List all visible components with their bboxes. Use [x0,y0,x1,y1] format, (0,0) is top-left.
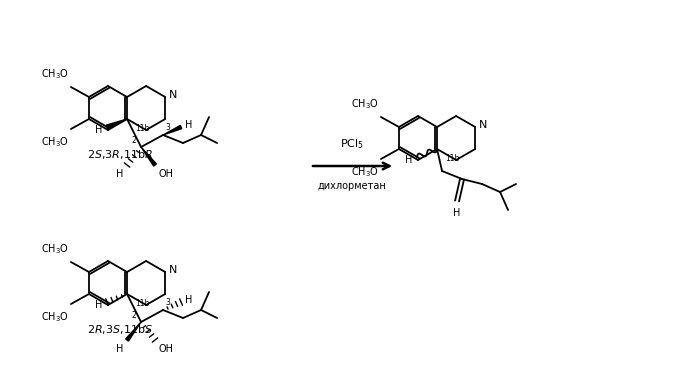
Text: H: H [95,125,102,135]
Text: 11b: 11b [135,299,149,308]
Text: 2: 2 [131,136,136,145]
Text: 2$R$,3$S$,11b$S$: 2$R$,3$S$,11b$S$ [87,323,153,336]
Text: CH$_3$O: CH$_3$O [41,242,69,256]
Text: OH: OH [158,344,173,354]
Text: OH: OH [158,169,173,179]
Polygon shape [126,322,141,341]
Text: N: N [169,265,177,275]
Text: 2$S$,3$R$,11b$R$: 2$S$,3$R$,11b$R$ [87,148,153,161]
Text: 3: 3 [165,298,170,307]
Text: 11b: 11b [135,124,149,133]
Text: PCl$_5$: PCl$_5$ [340,137,364,151]
Text: H: H [454,208,461,218]
Text: H: H [116,169,123,179]
Text: H: H [95,300,102,310]
Text: H: H [405,155,412,165]
Text: N: N [479,120,487,130]
Text: H: H [185,120,193,130]
Text: CH$_3$O: CH$_3$O [351,97,379,111]
Text: CH$_3$O: CH$_3$O [41,135,69,149]
Polygon shape [106,119,127,129]
Polygon shape [141,147,156,166]
Text: 3: 3 [165,123,170,132]
Text: H: H [116,344,123,354]
Text: 2: 2 [131,311,136,320]
Text: CH$_3$O: CH$_3$O [41,310,69,324]
Text: N: N [169,90,177,100]
Text: CH$_3$O: CH$_3$O [41,67,69,81]
Text: 11b: 11b [445,154,459,163]
Text: H: H [185,295,193,305]
Text: CH$_3$O: CH$_3$O [351,165,379,179]
Text: дихлорметан: дихлорметан [318,181,387,191]
Polygon shape [163,126,181,135]
